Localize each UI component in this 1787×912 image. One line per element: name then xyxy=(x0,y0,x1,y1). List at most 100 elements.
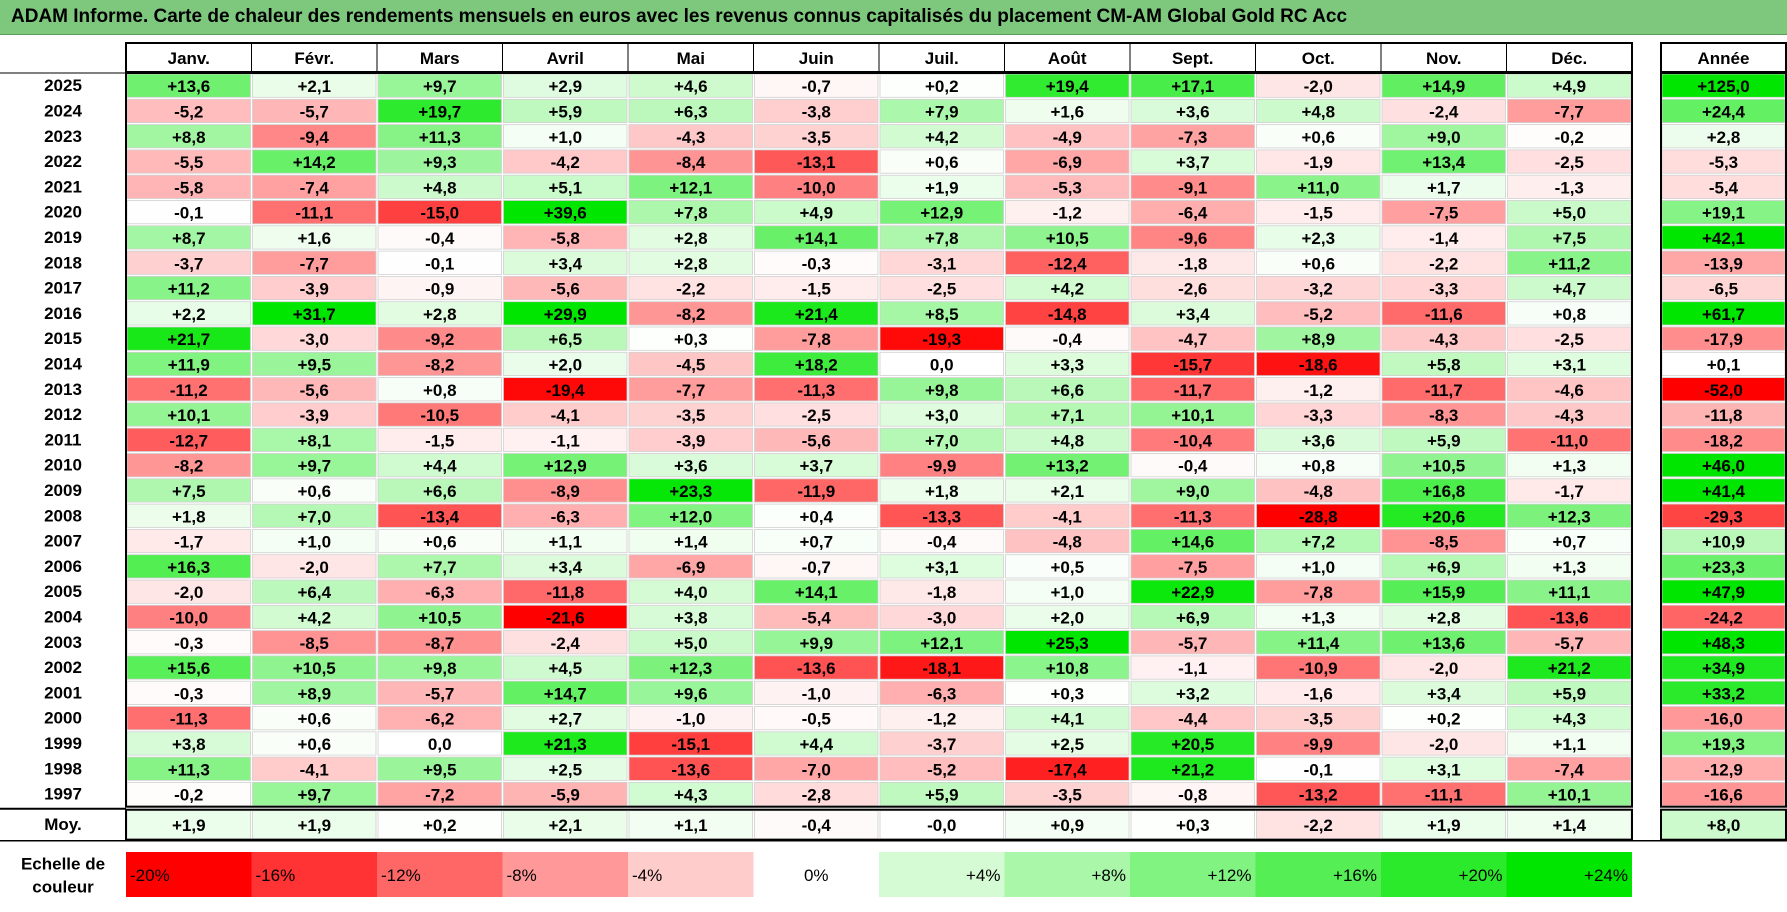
cell-value: +1,3 xyxy=(1552,457,1586,476)
annual-value: -16,0 xyxy=(1704,710,1743,729)
cell-value: +5,0 xyxy=(1552,204,1586,223)
cell-value: +6,3 xyxy=(674,102,708,121)
heatmap-cell xyxy=(628,604,753,629)
year-label: 2006 xyxy=(44,557,82,576)
cell-value: +8,5 xyxy=(925,305,959,324)
scale-swatch xyxy=(1506,852,1632,897)
cell-value: +4,9 xyxy=(799,204,833,223)
heatmap-cell xyxy=(252,124,377,149)
cell-value: -8,7 xyxy=(425,634,454,653)
heatmap-cell xyxy=(754,326,879,351)
cell-value: +1,0 xyxy=(1301,558,1335,577)
heatmap-cell xyxy=(503,124,628,149)
cell-value: -1,3 xyxy=(1555,178,1584,197)
cell-value: -6,2 xyxy=(425,710,454,729)
heatmap-cell xyxy=(1005,124,1130,149)
heatmap-cell xyxy=(879,706,1004,731)
scale-swatch xyxy=(251,852,377,897)
scale-label-line2: couleur xyxy=(32,878,94,897)
heatmap-cell xyxy=(252,250,377,275)
heatmap-cell xyxy=(879,377,1004,402)
cell-value: +5,1 xyxy=(548,178,582,197)
heatmap-cell xyxy=(1381,478,1506,503)
heatmap-cell xyxy=(1256,225,1381,250)
cell-value: +4,8 xyxy=(1301,102,1335,121)
annual-value: +61,7 xyxy=(1702,305,1745,324)
heatmap-cell xyxy=(503,427,628,452)
heatmap-cell xyxy=(503,200,628,225)
cell-value: -0,7 xyxy=(802,558,831,577)
cell-value: -6,3 xyxy=(551,507,580,526)
cell-value: +7,8 xyxy=(674,204,708,223)
annual-value: -6,5 xyxy=(1709,280,1738,299)
cell-value: -11,1 xyxy=(295,204,333,223)
heatmap-cell xyxy=(503,453,628,478)
year-label: 2000 xyxy=(44,709,82,728)
annual-value: +46,0 xyxy=(1702,457,1745,476)
heatmap-cell xyxy=(628,351,753,376)
year-label: 2008 xyxy=(44,506,82,525)
cell-value: +0,5 xyxy=(1050,558,1084,577)
chart-title: ADAM Informe. Carte de chaleur des rende… xyxy=(11,6,1348,27)
cell-value: +15,6 xyxy=(167,659,210,678)
year-label: 2010 xyxy=(44,456,82,475)
average-frame xyxy=(125,808,1633,841)
cell-value: +3,7 xyxy=(1176,153,1210,172)
heatmap-cell xyxy=(503,149,628,174)
cell-value: -13,3 xyxy=(922,507,961,526)
heatmap-cell xyxy=(377,630,502,655)
heatmap-cell xyxy=(377,579,502,604)
cell-value: -8,2 xyxy=(174,457,203,476)
cell-value: -3,0 xyxy=(927,608,956,627)
cell-value: -7,7 xyxy=(676,381,705,400)
cell-value: +7,5 xyxy=(172,482,206,501)
cell-value: +4,2 xyxy=(297,608,331,627)
cell-value: -11,3 xyxy=(170,710,208,729)
month-header: Août xyxy=(1048,49,1087,68)
cell-value: -4,6 xyxy=(1555,381,1584,400)
data-frame xyxy=(125,72,1633,808)
cell-value: +21,4 xyxy=(795,305,839,324)
cell-value: +29,9 xyxy=(544,305,587,324)
cell-value: -3,9 xyxy=(300,280,329,299)
cell-value: -4,3 xyxy=(676,128,705,147)
month-header: Févr. xyxy=(294,49,334,68)
cell-value: +2,0 xyxy=(1050,608,1084,627)
cell-value: +6,5 xyxy=(548,330,582,349)
heatmap-cell xyxy=(754,301,879,326)
scale-tick: +24% xyxy=(1584,866,1628,885)
heatmap-cell xyxy=(879,579,1004,604)
cell-value: -1,2 xyxy=(927,710,956,729)
cell-value: -3,8 xyxy=(802,102,831,121)
cell-value: +6,9 xyxy=(1427,558,1461,577)
heatmap-cell xyxy=(1130,326,1255,351)
annual-value: +42,1 xyxy=(1702,229,1745,248)
cell-value: -6,4 xyxy=(1178,204,1208,223)
cell-value: +12,3 xyxy=(669,659,712,678)
cell-value: +3,1 xyxy=(925,558,959,577)
heatmap-cell xyxy=(1381,98,1506,124)
cell-value: -1,2 xyxy=(1304,381,1333,400)
cell-value: -3,5 xyxy=(1304,710,1333,729)
heatmap-cell xyxy=(252,275,377,301)
scale-tick: -20% xyxy=(130,866,170,885)
year-label: 2001 xyxy=(44,683,82,702)
heatmap-cell xyxy=(503,579,628,604)
heatmap-cell xyxy=(1130,301,1255,326)
cell-value: -2,4 xyxy=(551,634,581,653)
heatmap-cell xyxy=(377,200,502,225)
cell-value: +11,0 xyxy=(1297,178,1339,197)
heatmap-cell xyxy=(252,478,377,503)
heatmap-cell xyxy=(503,326,628,351)
cell-value: -12,7 xyxy=(169,431,208,450)
cell-value: +7,0 xyxy=(297,507,331,526)
cell-value: +8,7 xyxy=(172,229,206,248)
heatmap-cell xyxy=(503,503,628,528)
heatmap-cell xyxy=(628,680,753,705)
cell-value: -4,5 xyxy=(676,355,705,374)
cell-value: +1,4 xyxy=(674,533,708,552)
cell-value: -7,4 xyxy=(1555,760,1585,779)
heatmap-cell xyxy=(377,554,502,579)
heatmap-cell xyxy=(754,655,879,680)
cell-value: -3,9 xyxy=(300,406,329,425)
